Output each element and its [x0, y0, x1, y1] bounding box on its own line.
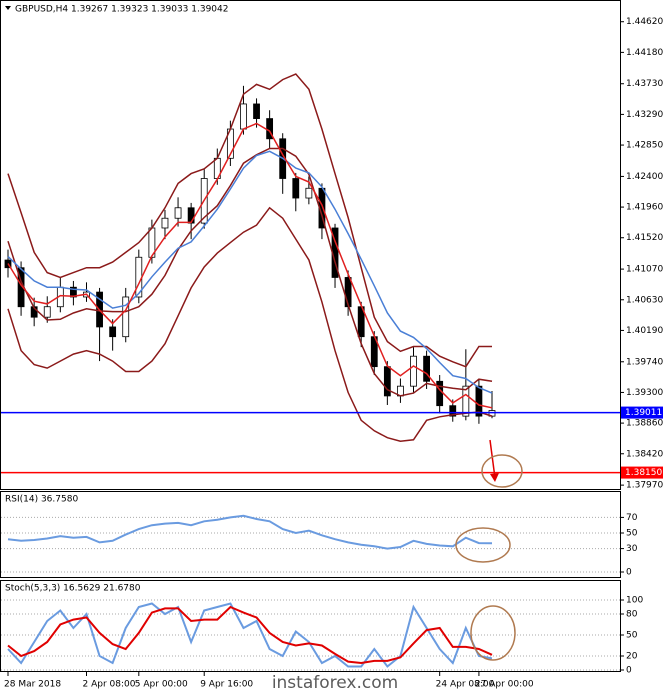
candle-body: [383, 366, 391, 397]
y-tick-label: 80: [626, 610, 638, 620]
candle-body: [488, 410, 496, 417]
stoch-title: Stoch(5,3,3) 16.5629 21.6780: [5, 584, 141, 594]
y-tick-label: 1.41960: [626, 203, 663, 213]
y-tick-label: 100: [626, 596, 643, 606]
series-line: [7, 605, 493, 665]
x-tick-label: 5 Apr 00:00: [135, 680, 188, 690]
candle-body: [187, 207, 195, 224]
y-tick-label: 1.42400: [626, 172, 663, 182]
candle-body: [305, 187, 313, 199]
y-tick-label: 70: [626, 513, 638, 523]
candle-body: [410, 355, 417, 387]
y-tick-label: 1.44180: [626, 48, 663, 58]
y-tick-label: 1.40190: [626, 326, 663, 336]
y-tick-label: 1.37970: [626, 481, 663, 491]
y-tick-label: 50: [626, 631, 638, 641]
level-label-box: [621, 466, 663, 479]
y-tick-label: 1.39300: [626, 388, 663, 398]
rsi-panel: [0, 491, 621, 578]
indicator-line: [7, 147, 493, 397]
y-tick-label: 30: [626, 544, 638, 554]
indicator-line: [7, 150, 493, 394]
indicator-line: [7, 206, 493, 442]
y-tick-label: 1.38420: [626, 449, 663, 459]
candle-body: [423, 355, 430, 382]
y-tick-label: 1.43730: [626, 79, 663, 89]
menu-arrow: [5, 6, 11, 10]
y-tick-label: 1.41070: [626, 265, 663, 275]
y-tick-label: 1.39740: [626, 357, 663, 367]
highlight: [455, 527, 511, 563]
candle-body: [174, 207, 182, 219]
y-tick-label: 20: [626, 652, 638, 662]
y-tick-label: 1.42850: [626, 141, 663, 151]
candle-body: [462, 385, 470, 417]
y-tick-label: 50: [626, 529, 638, 539]
series-line: [7, 514, 493, 550]
candle-body: [43, 306, 51, 318]
rsi-title: RSI(14) 36.7580: [5, 495, 78, 505]
y-tick-label: 0: [626, 568, 632, 578]
candle-body: [449, 405, 457, 417]
price-panel: [0, 0, 621, 490]
indicator-line: [7, 122, 493, 409]
x-tick-label: 24 Apr 08:00: [436, 680, 495, 690]
plot-layer: 1.44620 1.44180 1.43730 1.43290 1.42850 1.424…: [1, 17, 663, 690]
candle-body: [122, 296, 130, 338]
candle-body: [253, 103, 260, 119]
watermark: instaforex.com: [272, 673, 398, 693]
candle-body: [161, 217, 169, 229]
x-tick-label: 28 Mar 2018: [4, 680, 61, 690]
candle-body: [475, 385, 483, 417]
candle-body: [240, 103, 247, 130]
y-tick-label: 1.41520: [626, 233, 663, 243]
y-tick-label: 1.38860: [626, 419, 663, 429]
highlight: [470, 605, 516, 661]
y-tick-label: 0: [626, 666, 632, 676]
candle-body: [436, 380, 444, 407]
arrow: [489, 439, 496, 479]
y-tick-label: 1.44620: [626, 17, 663, 27]
y-tick-label: 1.40630: [626, 295, 663, 305]
x-tick-label: 27 Apr 00:00: [475, 680, 534, 690]
x-tick-label: 2 Apr 08:00: [82, 680, 135, 690]
level-label-box: [621, 406, 663, 419]
level-label: 1.38150: [625, 468, 662, 478]
y-tick-label: 1.43290: [626, 110, 663, 120]
chart-title: GBPUSD,H4 1.39267 1.39323 1.39033 1.3904…: [15, 5, 228, 15]
candle-body: [292, 178, 300, 199]
candle-body: [109, 326, 117, 338]
level-label: 1.39011: [625, 408, 662, 418]
x-tick-label: 9 Apr 16:00: [200, 680, 253, 690]
highlight: [481, 454, 523, 488]
arrow-head: [490, 473, 499, 482]
indicator-line: [7, 73, 492, 368]
